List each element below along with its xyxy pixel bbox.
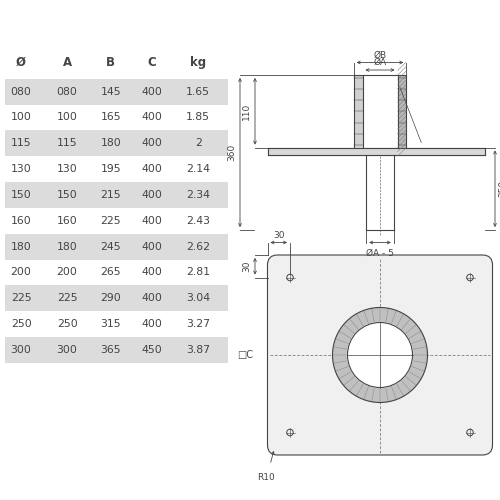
Text: 400: 400 bbox=[142, 138, 163, 148]
Text: 2.14: 2.14 bbox=[186, 164, 210, 174]
Wedge shape bbox=[332, 308, 428, 402]
Text: 100: 100 bbox=[10, 112, 31, 122]
Text: 110: 110 bbox=[242, 102, 252, 120]
Text: 130: 130 bbox=[56, 164, 78, 174]
Text: 180: 180 bbox=[100, 138, 121, 148]
Bar bbox=[354, 75, 362, 148]
Text: ØB: ØB bbox=[374, 50, 386, 59]
Text: 200: 200 bbox=[10, 268, 31, 278]
Text: □C: □C bbox=[237, 350, 253, 360]
Text: 165: 165 bbox=[100, 112, 121, 122]
Text: 250: 250 bbox=[499, 180, 500, 198]
Text: 145: 145 bbox=[100, 86, 121, 97]
Text: 180: 180 bbox=[10, 242, 31, 252]
Bar bbox=[5, 78, 228, 104]
Text: B: B bbox=[106, 56, 116, 69]
Text: 2.81: 2.81 bbox=[186, 268, 210, 278]
Bar bbox=[5, 286, 228, 311]
Text: 30: 30 bbox=[242, 260, 252, 272]
Text: 3.27: 3.27 bbox=[186, 319, 210, 329]
Text: 225: 225 bbox=[57, 294, 78, 304]
Bar bbox=[5, 337, 228, 363]
Text: 290: 290 bbox=[100, 294, 121, 304]
Text: 225: 225 bbox=[11, 294, 32, 304]
Text: 365: 365 bbox=[100, 345, 121, 355]
Text: 100: 100 bbox=[56, 112, 78, 122]
Text: 30: 30 bbox=[273, 230, 284, 239]
Text: 400: 400 bbox=[142, 190, 163, 200]
Text: 245: 245 bbox=[100, 242, 121, 252]
Text: 1.65: 1.65 bbox=[186, 86, 210, 97]
Circle shape bbox=[348, 322, 412, 388]
Text: 400: 400 bbox=[142, 112, 163, 122]
Text: 2.62: 2.62 bbox=[186, 242, 210, 252]
Text: 150: 150 bbox=[10, 190, 31, 200]
Text: 400: 400 bbox=[142, 268, 163, 278]
Text: 300: 300 bbox=[56, 345, 78, 355]
Text: 195: 195 bbox=[100, 164, 121, 174]
Text: C: C bbox=[148, 56, 156, 69]
Bar bbox=[398, 75, 406, 148]
Text: 115: 115 bbox=[57, 138, 78, 148]
Text: Ø: Ø bbox=[16, 56, 26, 69]
Text: 215: 215 bbox=[100, 190, 121, 200]
Text: 150: 150 bbox=[56, 190, 78, 200]
Text: 400: 400 bbox=[142, 294, 163, 304]
Text: 3.87: 3.87 bbox=[186, 345, 210, 355]
Text: 180: 180 bbox=[56, 242, 78, 252]
Text: 080: 080 bbox=[10, 86, 31, 97]
Text: 1.85: 1.85 bbox=[186, 112, 210, 122]
Text: 400: 400 bbox=[142, 164, 163, 174]
Text: A: A bbox=[62, 56, 72, 69]
Text: R10: R10 bbox=[258, 472, 275, 482]
Text: 160: 160 bbox=[10, 216, 31, 226]
Text: 315: 315 bbox=[100, 319, 121, 329]
Text: 400: 400 bbox=[142, 216, 163, 226]
Text: ØA - 5: ØA - 5 bbox=[366, 248, 394, 258]
Text: 400: 400 bbox=[142, 319, 163, 329]
Text: 2.43: 2.43 bbox=[186, 216, 210, 226]
Text: 2: 2 bbox=[195, 138, 202, 148]
Text: 400: 400 bbox=[142, 242, 163, 252]
Text: 200: 200 bbox=[56, 268, 78, 278]
Text: 225: 225 bbox=[100, 216, 121, 226]
Text: 130: 130 bbox=[10, 164, 31, 174]
Text: 3.04: 3.04 bbox=[186, 294, 210, 304]
Text: 250: 250 bbox=[56, 319, 78, 329]
Text: 400: 400 bbox=[142, 86, 163, 97]
Text: 2.34: 2.34 bbox=[186, 190, 210, 200]
Bar bbox=[5, 182, 228, 208]
Text: 300: 300 bbox=[10, 345, 31, 355]
Text: 450: 450 bbox=[142, 345, 163, 355]
Text: 250: 250 bbox=[10, 319, 31, 329]
FancyBboxPatch shape bbox=[268, 255, 492, 455]
Text: ØA: ØA bbox=[374, 58, 386, 67]
Bar bbox=[5, 130, 228, 156]
Text: 160: 160 bbox=[56, 216, 78, 226]
Bar bbox=[5, 234, 228, 260]
Text: 360: 360 bbox=[227, 144, 236, 161]
Text: kg: kg bbox=[190, 56, 206, 69]
Text: 080: 080 bbox=[56, 86, 78, 97]
Text: 265: 265 bbox=[100, 268, 121, 278]
Text: 115: 115 bbox=[11, 138, 32, 148]
